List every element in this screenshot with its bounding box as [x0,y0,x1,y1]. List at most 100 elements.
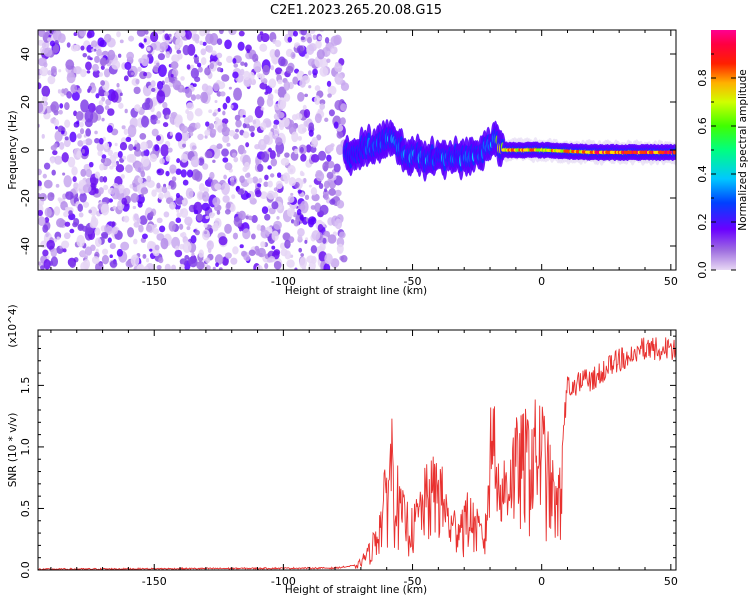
noise-dot [287,164,296,175]
snr-y-axis-label: SNR (10 * v/v) [7,413,19,488]
noise-dot [231,152,237,158]
noise-dot [177,53,183,60]
noise-dot [284,250,292,260]
noise-dot [181,131,190,142]
noise-dot [50,157,55,164]
noise-dot [128,143,134,151]
noise-dot [187,256,195,265]
noise-dot [72,176,77,183]
noise-dot [269,150,276,160]
noise-dot [182,44,190,56]
noise-dot [334,189,342,197]
noise-dot [276,151,281,158]
noise-dot [317,150,327,161]
noise-dot [137,176,143,184]
noise-dot [85,138,93,146]
noise-dot [39,66,49,77]
noise-dot [312,34,317,41]
noise-dot [246,177,254,184]
y-tick-label: 1.5 [19,377,32,395]
noise-dot [230,179,236,187]
noise-dot [82,259,91,270]
noise-dot [340,103,347,112]
noise-dot [175,132,183,142]
snr-y-multiplier: (x10^4) [7,304,19,347]
noise-dot [42,249,49,257]
noise-dot [69,228,75,234]
spectrogram-panel: -150 -100 -50 0 50 -40 -20 0 20 40 Height of str… [7,29,678,297]
noise-dot [54,40,59,45]
signal-peak [668,150,672,154]
noise-dot [152,228,160,235]
noise-dot [261,206,269,215]
noise-dot [311,230,321,241]
noise-dot [277,79,283,85]
noise-dot [73,123,78,128]
noise-dot [129,183,134,189]
noise-dot [311,256,317,265]
noise-dot [164,77,170,84]
noise-dot [233,63,239,68]
noise-dot [165,51,171,59]
noise-dot [253,60,262,73]
noise-dot [125,164,133,173]
noise-dot [137,263,143,270]
noise-dot [334,61,340,68]
noise-dot [109,260,118,268]
noise-dot [121,197,128,205]
noise-dot [281,117,290,128]
noise-dot [58,69,62,73]
noise-dot [243,70,251,81]
noise-dot [68,210,73,216]
noise-dot [259,191,268,199]
noise-dot [106,125,113,133]
noise-dot [119,39,124,44]
noise-dot [69,131,77,143]
noise-dot [222,110,226,116]
noise-dot [43,47,53,57]
noise-dot [73,32,78,37]
noise-dot [330,35,340,47]
noise-dot [157,169,161,174]
noise-dot [276,172,282,178]
noise-dot [197,62,202,68]
noise-dot [237,144,245,155]
noise-dot [185,30,192,40]
noise-dot [169,180,177,190]
noise-dot [217,125,224,133]
noise-dot [140,193,144,197]
noise-dot [271,201,279,210]
noise-dot [319,103,325,110]
noise-dot [318,182,324,189]
noise-dot [201,191,210,202]
noise-dot [75,110,84,121]
noise-dot [261,151,270,163]
noise-dot [150,31,159,43]
noise-dot [62,248,67,253]
noise-dot [216,91,222,97]
noise-dot [102,176,108,183]
noise-dot [104,105,110,111]
noise-dot [260,122,267,131]
noise-dot [111,60,121,70]
snr-series-line [38,337,676,570]
noise-dot [260,229,270,239]
noise-dot [88,209,92,214]
noise-dot [151,128,159,137]
noise-dot [144,30,149,35]
noise-dot [319,204,329,215]
noise-dot [162,122,169,128]
noise-dot [264,174,269,181]
noise-dot [127,227,135,238]
noise-dot [149,153,158,163]
spectrogram-x-axis-label: Height of straight line (km) [285,285,427,297]
noise-dot [149,211,154,217]
noise-dot [266,190,276,200]
noise-dot [67,156,76,168]
noise-dot [140,155,150,167]
noise-dot [287,201,291,205]
snr-panel: -150 -100 -50 0 50 0.0 0.5 1.0 1.5 Height of st… [7,304,678,596]
noise-dot [194,229,200,236]
noise-dot [202,163,209,170]
noise-dot [78,30,87,37]
